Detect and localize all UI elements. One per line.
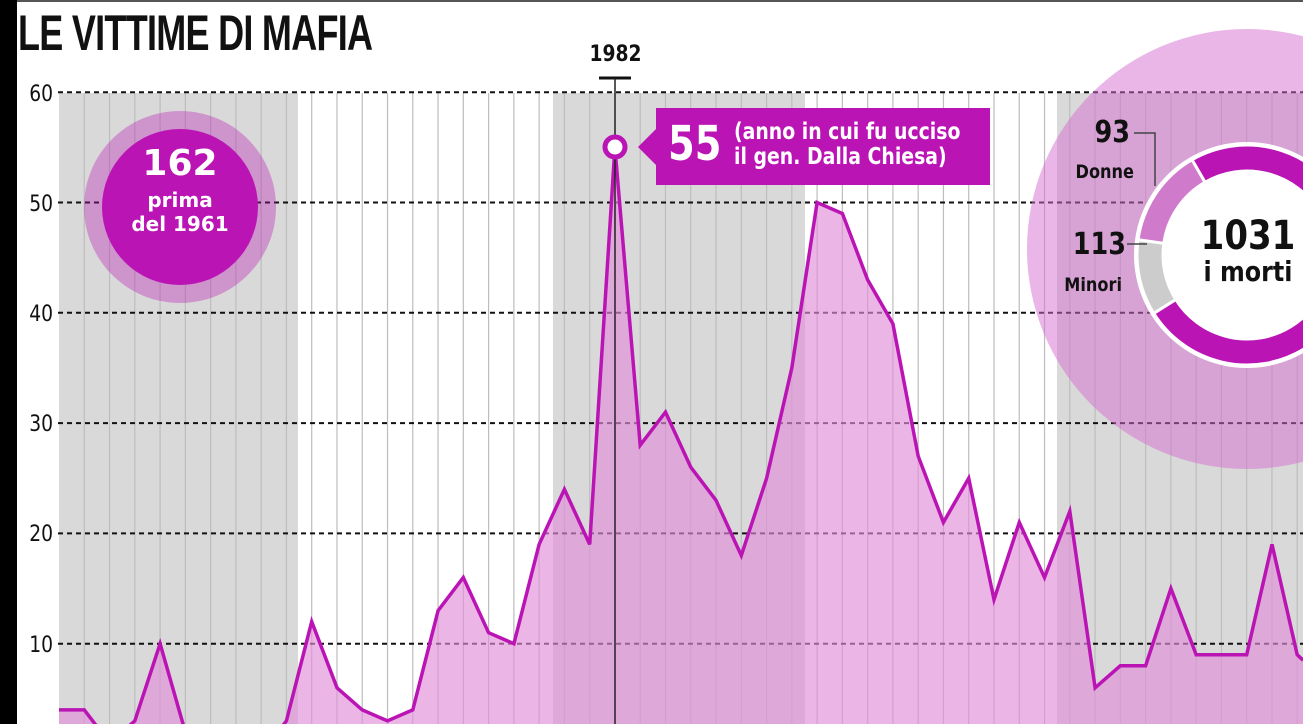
year-1982-marker (599, 76, 658, 724)
top-border (17, 0, 1303, 2)
peak-point-marker (602, 134, 628, 160)
y-tick-20: 20 (29, 522, 53, 547)
donut-total-label: i morti (1203, 255, 1293, 288)
badge-line1: prima (147, 188, 213, 212)
minors-label: Minori (1064, 274, 1122, 296)
callout-value: 55 (668, 116, 722, 172)
donut-chart (1127, 132, 1303, 368)
data-area (59, 147, 1303, 724)
y-tick-60: 60 (29, 82, 53, 107)
badge-line2: del 1961 (131, 212, 229, 236)
y-tick-50: 50 (29, 192, 53, 217)
callout-pointer-icon (638, 127, 658, 167)
callout-note-line2: il gen. Dalla Chiesa) (734, 144, 947, 170)
chart-title: LE VITTIME DI MAFIA (18, 5, 373, 61)
y-tick-30: 30 (29, 412, 53, 437)
y-tick-40: 40 (29, 302, 53, 327)
before-1961-badge-circle (84, 111, 276, 303)
callout-note-line1: (anno in cui fu ucciso (734, 119, 961, 145)
minors-value: 113 (1072, 227, 1126, 262)
highlight-year-label: 1982 (589, 42, 642, 67)
left-black-border (0, 0, 17, 724)
women-value: 93 (1094, 115, 1130, 150)
badge-value: 162 (142, 143, 218, 184)
callout-note: (anno in cui fu ucciso il gen. Dalla Chi… (734, 120, 960, 170)
y-tick-10: 10 (29, 633, 53, 658)
donut-total: 1031 (1200, 213, 1296, 259)
peak-callout: 55 (anno in cui fu ucciso il gen. Dalla … (656, 108, 990, 185)
women-label: Donne (1075, 161, 1134, 183)
